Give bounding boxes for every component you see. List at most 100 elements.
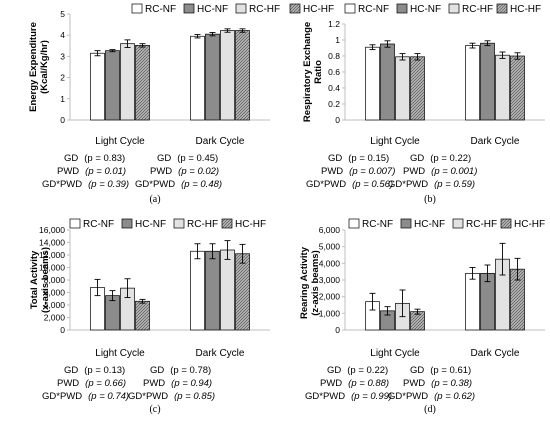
y-tick-label: 2,000 — [44, 313, 66, 323]
stat-row: PWD (p = 0.01) — [57, 166, 126, 177]
stat-term: PWD — [403, 166, 425, 177]
stat-term: GD — [410, 153, 424, 164]
stat-term: PWD — [150, 166, 172, 177]
stat-p-value: (p = 0.001) — [431, 166, 477, 177]
bar-rc-hf-dark — [220, 249, 235, 331]
y-tick-label: 8,000 — [44, 275, 66, 285]
y-axis-label-line: Respiratory Exchange — [302, 22, 313, 122]
y-tick-label: 5 — [60, 9, 65, 19]
y-tick-label: 0 — [60, 325, 65, 335]
y-tick-label: 3 — [60, 51, 65, 61]
legend-swatch-rc-hf — [235, 3, 247, 14]
bar-rc-hf-dark — [220, 30, 235, 121]
stat-p-value: (p = 0.13) — [84, 365, 125, 376]
legend-label-hc-nf: HC-NF — [197, 4, 228, 15]
stat-term: GD*PWD — [388, 391, 428, 402]
y-tick-label: 10,000 — [39, 263, 65, 273]
legend-swatch-hc-nf — [121, 218, 133, 229]
legend-label-hc-hf: HC-HF — [514, 219, 545, 230]
stat-p-value: (p = 0.94) — [171, 378, 212, 389]
y-axis-label-line: Total Activity — [29, 250, 40, 309]
stat-row: GD*PWD (p = 0.48) — [135, 179, 222, 190]
bar-hc-hf-light — [135, 45, 150, 121]
legend-swatch-hc-nf — [396, 3, 408, 14]
legend-label-hc-nf: HC-NF — [410, 4, 441, 15]
bar-rc-nf-dark — [465, 272, 480, 331]
stat-term: GD — [150, 365, 164, 376]
y-tick-label: 4,000 — [44, 300, 66, 310]
category-label: Dark Cycle — [471, 348, 520, 359]
stat-p-value: (p = 0.85) — [174, 391, 215, 402]
bar-rc-nf-light — [365, 46, 380, 121]
chart-panel-1: 0 1 2 3 4 5 Energy Expenditure(Kcal/Kg/hr) Ligh… — [28, 3, 334, 205]
y-tick-label: 1.2 — [328, 19, 340, 29]
stat-row: GD*PWD (p = 0.99) — [305, 391, 392, 402]
panel-label: (c) — [149, 404, 160, 415]
bar-hc-hf-dark — [235, 30, 250, 121]
category-label: Dark Cycle — [471, 136, 520, 147]
y-tick-label: 1,000 — [319, 308, 341, 318]
category-label: Dark Cycle — [196, 136, 245, 147]
stat-p-value: (p = 0.007) — [349, 166, 395, 177]
chart-panel-4: 0 1,000 2,000 3,000 4,000 5,000 6,000 Rearing A… — [299, 218, 545, 415]
stat-row: PWD (p = 0.66) — [57, 378, 126, 389]
legend-swatch-rc-hf — [173, 218, 185, 229]
stat-term: GD — [64, 153, 78, 164]
stat-p-value: (p = 0.99) — [351, 391, 392, 402]
stat-row: PWD (p = 0.007) — [321, 166, 395, 177]
stat-term: GD*PWD — [305, 391, 345, 402]
stat-term: GD*PWD — [388, 179, 428, 190]
y-tick-label: 5,000 — [319, 242, 341, 252]
stat-p-value: (p = 0.66) — [85, 378, 126, 389]
stat-row: PWD (p = 0.02) — [150, 166, 219, 177]
stat-term: PWD — [143, 378, 165, 389]
y-tick-label: 0 — [60, 115, 65, 125]
stat-row: GD*PWD (p = 0.74) — [42, 391, 129, 402]
stat-p-value: (p = 0.01) — [85, 166, 126, 177]
stat-p-value: (p = 0.22) — [430, 153, 471, 164]
y-axis-label: Rearing Activity(z-axis beams) — [299, 246, 321, 319]
y-axis-label: Respiratory ExchangeRatio — [302, 22, 324, 122]
stat-row: GD (p = 0.13) — [64, 365, 125, 376]
y-tick-label: 4 — [60, 30, 65, 40]
stat-term: GD*PWD — [42, 179, 82, 190]
legend-label-rc-hf: RC-HF — [249, 4, 280, 15]
legend-label-rc-hf: RC-HF — [187, 219, 218, 230]
stat-term: GD — [410, 365, 424, 376]
bar-hc-hf-dark — [510, 55, 525, 121]
panel-label: (a) — [149, 194, 160, 205]
y-tick-label: 0.6 — [328, 67, 340, 77]
stat-row: PWD (p = 0.001) — [403, 166, 477, 177]
legend-swatch-hc-hf — [500, 218, 512, 229]
stat-row: GD (p = 0.83) — [64, 153, 125, 164]
stat-term: GD*PWD — [42, 391, 82, 402]
y-tick-label: 2,000 — [319, 292, 341, 302]
stat-row: GD (p = 0.15) — [328, 153, 389, 164]
legend-swatch-hc-hf — [496, 3, 508, 14]
y-axis-label-line: Rearing Activity — [299, 246, 310, 319]
y-tick-label: 0.8 — [328, 51, 340, 61]
stat-p-value: (p = 0.22) — [347, 365, 388, 376]
stat-row: GD (p = 0.22) — [410, 153, 471, 164]
y-axis-label: Total Activity(x-axis beams) — [29, 247, 51, 313]
bar-hc-hf-dark — [235, 253, 250, 331]
chart-panel-2: 0 0.2 0.4 0.6 0.8 1 1.2 Respiratory ExchangeRat… — [302, 3, 545, 205]
panel-label: (b) — [424, 194, 436, 205]
y-axis-label-line: Ratio — [313, 60, 324, 84]
stat-row: PWD (p = 0.94) — [143, 378, 212, 389]
bar-rc-hf-light — [120, 43, 135, 121]
legend-label-rc-hf: RC-HF — [462, 4, 493, 15]
legend-swatch-hc-nf — [400, 218, 412, 229]
stat-term: GD*PWD — [128, 391, 168, 402]
y-axis-label-line: Energy Expenditure — [28, 22, 39, 112]
bar-rc-nf-dark — [190, 35, 205, 121]
stat-row: GD (p = 0.61) — [410, 365, 471, 376]
legend-label-hc-nf: HC-NF — [135, 219, 166, 230]
bar-hc-hf-light — [410, 56, 425, 121]
stat-p-value: (p = 0.78) — [170, 365, 211, 376]
y-tick-label: 0.2 — [328, 99, 340, 109]
legend-swatch-rc-hf — [448, 3, 460, 14]
stat-term: PWD — [57, 166, 79, 177]
bar-hc-nf-dark — [480, 42, 495, 121]
